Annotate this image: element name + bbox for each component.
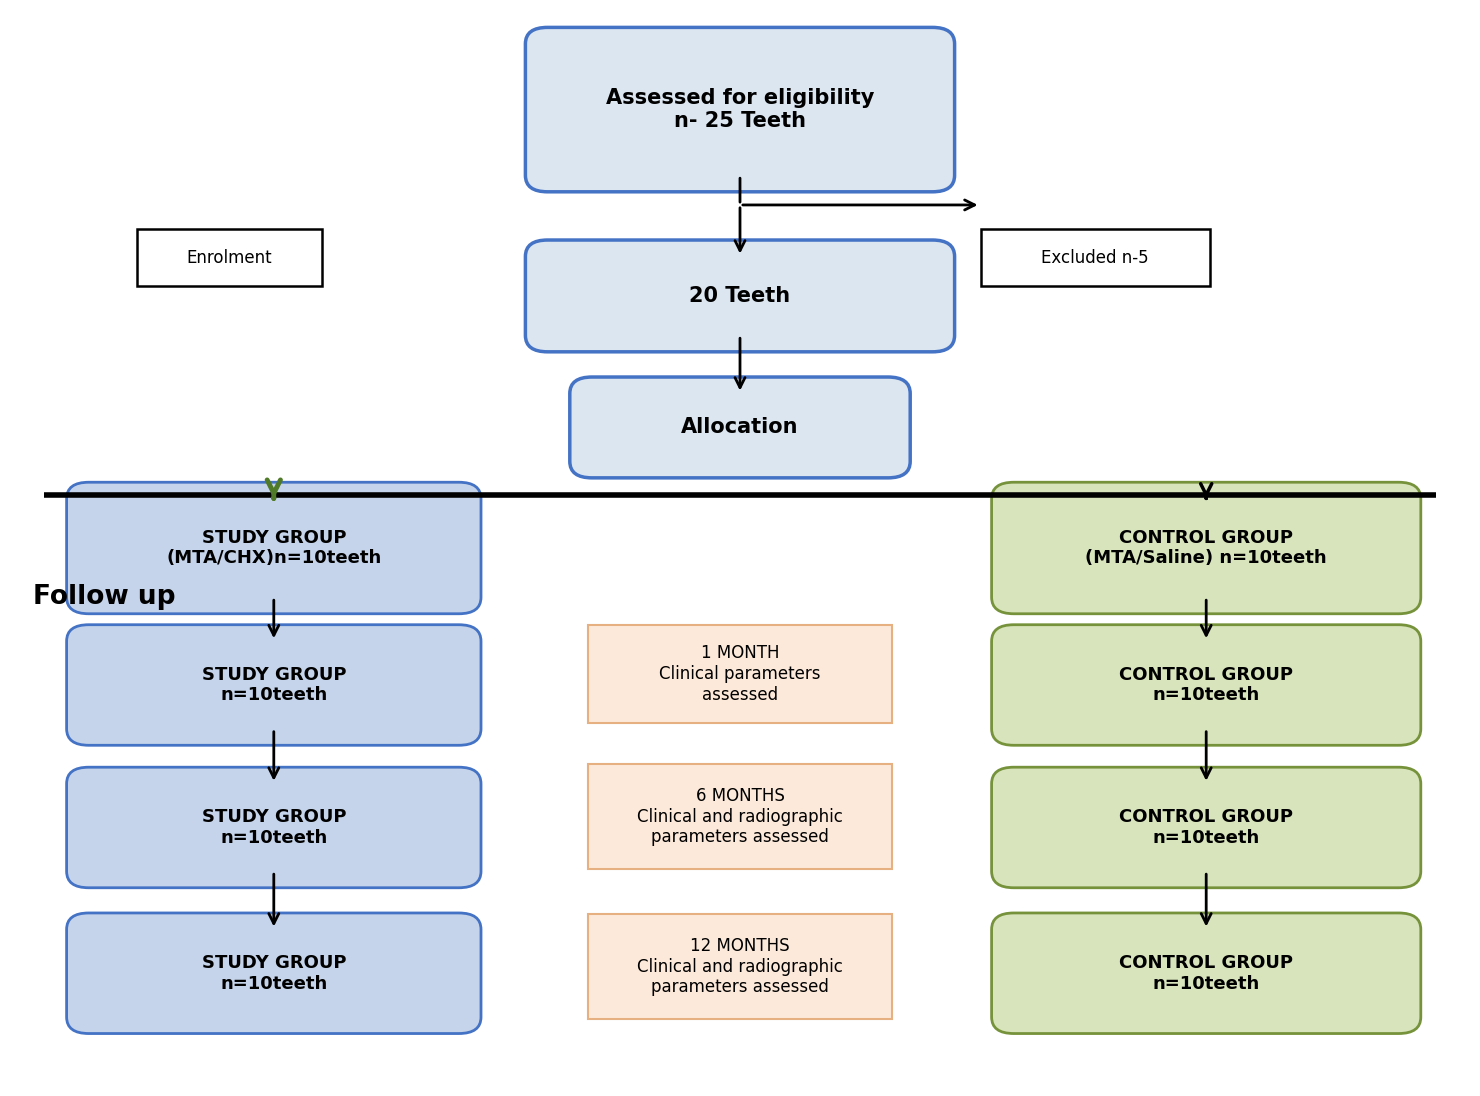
FancyBboxPatch shape: [570, 377, 910, 478]
Bar: [589, 625, 891, 723]
FancyBboxPatch shape: [67, 913, 481, 1034]
Text: 20 Teeth: 20 Teeth: [690, 286, 790, 306]
Text: 12 MONTHS
Clinical and radiographic
parameters assessed: 12 MONTHS Clinical and radiographic para…: [636, 937, 844, 996]
Bar: [981, 229, 1211, 286]
FancyBboxPatch shape: [525, 27, 955, 192]
FancyBboxPatch shape: [992, 913, 1421, 1034]
Text: 6 MONTHS
Clinical and radiographic
parameters assessed: 6 MONTHS Clinical and radiographic param…: [636, 787, 844, 846]
FancyBboxPatch shape: [525, 240, 955, 352]
FancyBboxPatch shape: [67, 767, 481, 888]
Text: CONTROL GROUP
n=10teeth: CONTROL GROUP n=10teeth: [1119, 665, 1294, 705]
FancyBboxPatch shape: [992, 482, 1421, 614]
Text: CONTROL GROUP
(MTA/Saline) n=10teeth: CONTROL GROUP (MTA/Saline) n=10teeth: [1085, 528, 1328, 568]
Text: STUDY GROUP
n=10teeth: STUDY GROUP n=10teeth: [201, 954, 346, 993]
Text: STUDY GROUP
(MTA/CHX)n=10teeth: STUDY GROUP (MTA/CHX)n=10teeth: [166, 528, 382, 568]
Bar: [138, 229, 323, 286]
Text: CONTROL GROUP
n=10teeth: CONTROL GROUP n=10teeth: [1119, 954, 1294, 993]
FancyBboxPatch shape: [992, 767, 1421, 888]
Text: STUDY GROUP
n=10teeth: STUDY GROUP n=10teeth: [201, 808, 346, 847]
FancyBboxPatch shape: [67, 482, 481, 614]
FancyBboxPatch shape: [992, 625, 1421, 745]
Bar: [589, 764, 891, 869]
Bar: [589, 914, 891, 1019]
Text: CONTROL GROUP
n=10teeth: CONTROL GROUP n=10teeth: [1119, 808, 1294, 847]
Text: Follow up: Follow up: [33, 584, 175, 610]
Text: Allocation: Allocation: [681, 418, 799, 437]
Text: STUDY GROUP
n=10teeth: STUDY GROUP n=10teeth: [201, 665, 346, 705]
Text: Enrolment: Enrolment: [186, 249, 272, 266]
Text: 1 MONTH
Clinical parameters
assessed: 1 MONTH Clinical parameters assessed: [659, 644, 821, 704]
Text: Assessed for eligibility
n- 25 Teeth: Assessed for eligibility n- 25 Teeth: [605, 88, 875, 132]
FancyBboxPatch shape: [67, 625, 481, 745]
Text: Excluded n-5: Excluded n-5: [1042, 249, 1148, 266]
